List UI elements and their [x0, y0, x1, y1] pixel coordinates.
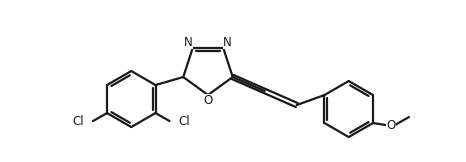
Text: Cl: Cl	[178, 115, 190, 127]
Text: N: N	[223, 36, 232, 49]
Text: O: O	[203, 93, 212, 106]
Text: N: N	[185, 36, 193, 49]
Text: O: O	[386, 119, 396, 132]
Text: Cl: Cl	[72, 115, 84, 127]
